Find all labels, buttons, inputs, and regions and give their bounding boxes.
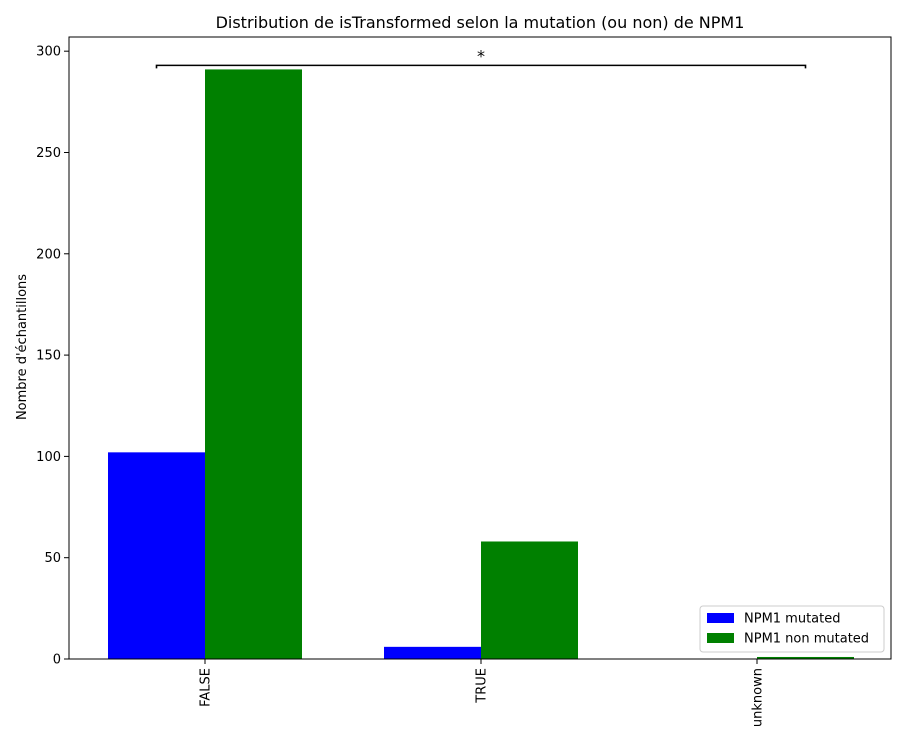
y-tick-label: 250 xyxy=(36,146,61,161)
y-tick-label: 200 xyxy=(36,247,61,262)
x-tick-label-true: TRUE xyxy=(475,668,490,704)
x-axis: FALSE TRUE unknown xyxy=(199,659,766,727)
significance-label: * xyxy=(477,46,485,65)
y-tick-label: 0 xyxy=(53,653,61,668)
y-tick-label: 300 xyxy=(36,45,61,60)
significance-bracket xyxy=(155,64,807,69)
x-tick-label-unknown: unknown xyxy=(751,668,766,727)
legend-label: NPM1 non mutated xyxy=(744,632,869,647)
y-tick-label: 150 xyxy=(36,349,61,364)
y-tick-label: 100 xyxy=(36,450,61,465)
y-axis: 0 50 100 150 200 250 300 xyxy=(36,45,69,668)
legend: NPM1 mutated NPM1 non mutated xyxy=(699,605,885,653)
bars-layer xyxy=(108,69,854,660)
chart-title: Distribution de isTransformed selon la m… xyxy=(216,13,745,32)
plot-frame xyxy=(68,36,892,660)
legend-box xyxy=(699,605,885,653)
x-tick-label-false: FALSE xyxy=(199,668,214,707)
bar-npm1-mutated-true xyxy=(384,646,481,659)
bar-npm1-non-mutated-false xyxy=(205,69,302,660)
bar-npm1-non-mutated-true xyxy=(481,541,578,659)
significance-annotation: * xyxy=(155,46,807,69)
legend-label: NPM1 mutated xyxy=(744,612,841,627)
legend-swatch xyxy=(707,633,734,643)
legend-swatch xyxy=(707,613,734,623)
y-axis-title: Nombre d'échantillons xyxy=(15,274,30,420)
bar-npm1-non-mutated-unknown xyxy=(757,656,854,659)
bar-npm1-mutated-false xyxy=(108,452,205,659)
y-tick-label: 50 xyxy=(44,551,61,566)
